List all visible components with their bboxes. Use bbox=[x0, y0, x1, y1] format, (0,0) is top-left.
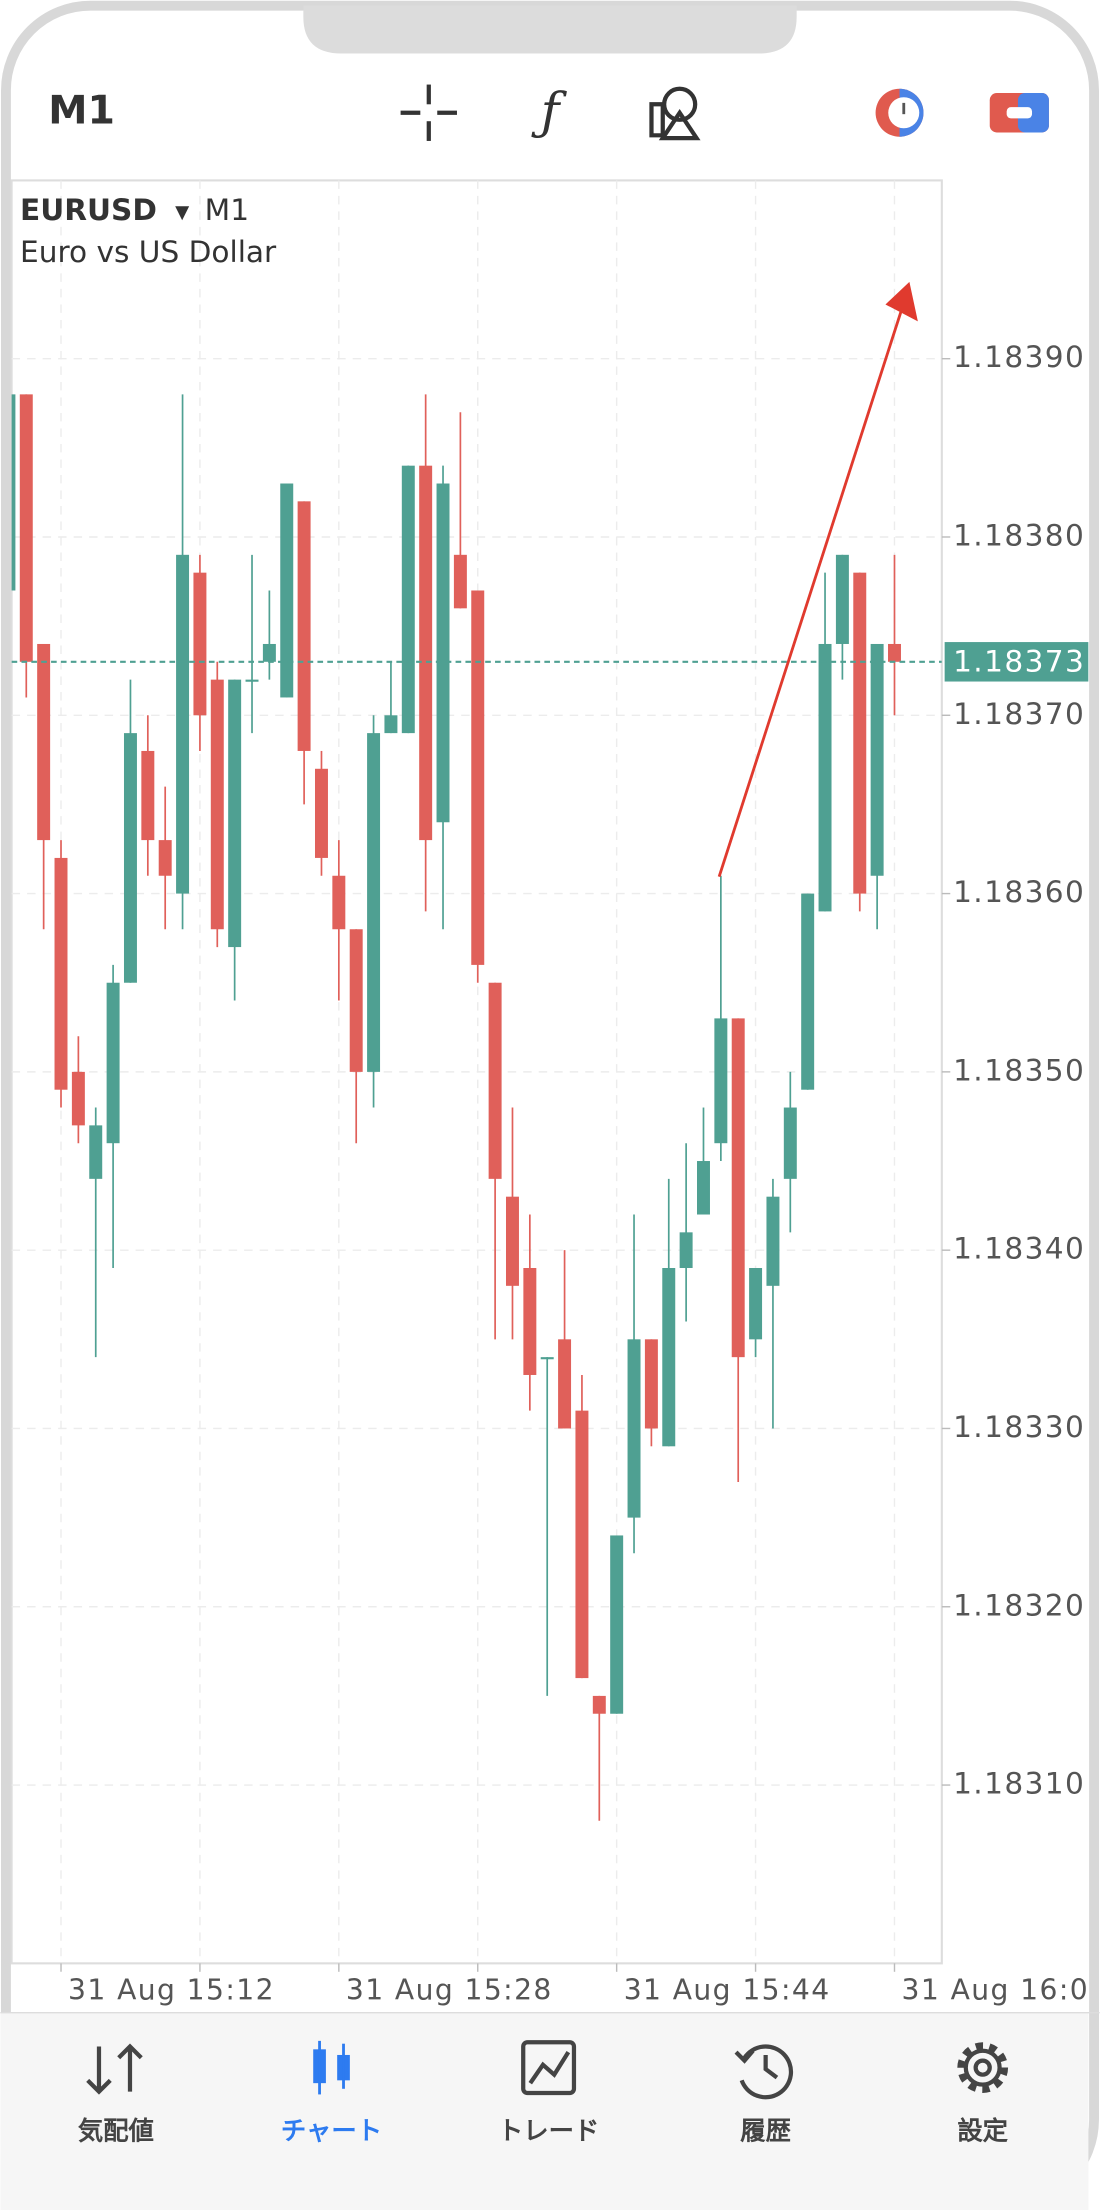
candle-body bbox=[471, 590, 485, 965]
timeframe-button[interactable]: M1 bbox=[48, 87, 115, 133]
candle-body bbox=[644, 1339, 658, 1429]
x-tick-label: 31 Aug 15:12 bbox=[68, 1974, 275, 2007]
candle-body bbox=[297, 501, 311, 751]
y-tick-label: 1.18380 bbox=[953, 518, 1085, 552]
last-price-label: 1.18373 bbox=[953, 645, 1085, 679]
quotes-icon[interactable] bbox=[86, 2043, 143, 2095]
candle-body bbox=[835, 554, 849, 644]
tab-label[interactable]: 設定 bbox=[957, 2115, 1008, 2145]
candle-body bbox=[419, 465, 433, 841]
y-tick-label: 1.18310 bbox=[953, 1767, 1085, 1801]
tab-bar bbox=[0, 2012, 1089, 2210]
candle-body bbox=[540, 1357, 554, 1360]
candle-body bbox=[71, 1071, 85, 1126]
chart-timeframe: M1 bbox=[205, 193, 249, 227]
candle-body bbox=[801, 893, 815, 1090]
objects-icon[interactable] bbox=[649, 86, 701, 141]
description: Euro vs US Dollar bbox=[20, 235, 277, 269]
candle-body bbox=[141, 750, 155, 841]
candle-body bbox=[54, 857, 68, 1090]
candle-body bbox=[714, 1018, 728, 1144]
notch bbox=[303, 5, 797, 54]
tab-label[interactable]: トレード bbox=[498, 2115, 599, 2145]
last-price-box bbox=[944, 642, 1089, 682]
candle-body bbox=[453, 554, 467, 609]
trade-icon[interactable] bbox=[989, 93, 1049, 133]
account-icon[interactable] bbox=[875, 88, 924, 137]
candle-body bbox=[888, 643, 901, 662]
x-tick-label: 31 Aug 15:44 bbox=[624, 1974, 831, 2007]
plot-content bbox=[11, 180, 942, 1964]
candle-body bbox=[176, 554, 190, 894]
candle-body bbox=[610, 1535, 624, 1714]
candle-body bbox=[766, 1196, 780, 1286]
candle-body bbox=[228, 679, 242, 948]
axes: 1.18310 1.18320 1.18330 1.18340 1.18350 1.183… bbox=[60, 340, 1100, 2007]
candle-body bbox=[349, 929, 363, 1072]
candle-body bbox=[37, 643, 51, 841]
tab-label[interactable]: 気配値 bbox=[78, 2115, 154, 2145]
candle-body bbox=[19, 394, 33, 662]
candle-body bbox=[488, 982, 502, 1179]
candle-body bbox=[210, 679, 224, 930]
candle-body bbox=[193, 572, 207, 716]
candle-body bbox=[818, 643, 832, 912]
candle-body bbox=[679, 1232, 693, 1269]
candle-body bbox=[505, 1196, 519, 1286]
candle-body bbox=[367, 733, 381, 1072]
candle-body bbox=[332, 875, 346, 930]
candle-body bbox=[749, 1268, 763, 1340]
y-tick-label: 1.18330 bbox=[953, 1410, 1085, 1444]
candle-body bbox=[89, 1125, 103, 1179]
candle-body bbox=[627, 1339, 641, 1518]
candle-body bbox=[262, 643, 276, 662]
y-tick-label: 1.18370 bbox=[953, 697, 1085, 731]
history-icon[interactable] bbox=[734, 2044, 794, 2100]
candle-body bbox=[401, 465, 415, 734]
candle-body bbox=[314, 768, 328, 858]
candle-body bbox=[558, 1339, 572, 1429]
tab-label[interactable]: チャート bbox=[281, 2115, 382, 2145]
candle-body bbox=[523, 1268, 537, 1375]
candle-body bbox=[592, 1695, 606, 1714]
y-tick-label: 1.18320 bbox=[953, 1588, 1085, 1622]
candle-body bbox=[662, 1268, 676, 1447]
y-tick-label: 1.18390 bbox=[953, 340, 1085, 374]
trade-tab-icon[interactable] bbox=[521, 2040, 577, 2096]
tab-label[interactable]: 履歴 bbox=[740, 2115, 791, 2145]
candle-body bbox=[280, 483, 294, 698]
candle-body bbox=[870, 643, 884, 876]
candle-body bbox=[436, 483, 450, 823]
y-tick-label: 1.18350 bbox=[953, 1053, 1085, 1087]
candle-body bbox=[384, 715, 398, 734]
candle-body bbox=[731, 1018, 745, 1358]
y-tick-label: 1.18360 bbox=[953, 875, 1085, 909]
settings-icon[interactable] bbox=[957, 2042, 1009, 2094]
y-tick-label: 1.18340 bbox=[953, 1232, 1085, 1266]
trend-arrow bbox=[717, 281, 918, 878]
candle-body bbox=[123, 733, 137, 983]
dropdown-arrow[interactable]: ▼ bbox=[175, 202, 190, 223]
candle-body bbox=[106, 982, 120, 1144]
candle-body bbox=[11, 394, 16, 591]
candle-body bbox=[245, 679, 259, 682]
x-tick-label: 31 Aug 16:00 bbox=[902, 1974, 1100, 2007]
symbol: EURUSD bbox=[20, 193, 157, 227]
candle-body bbox=[575, 1410, 589, 1679]
x-tick-label: 31 Aug 15:28 bbox=[346, 1974, 553, 2007]
chart-icon[interactable] bbox=[313, 2040, 350, 2095]
candle-body bbox=[783, 1107, 797, 1179]
candle-body bbox=[853, 572, 867, 894]
candle-body bbox=[697, 1161, 710, 1215]
candle-body bbox=[158, 840, 172, 876]
crosshair-icon[interactable] bbox=[400, 84, 457, 141]
